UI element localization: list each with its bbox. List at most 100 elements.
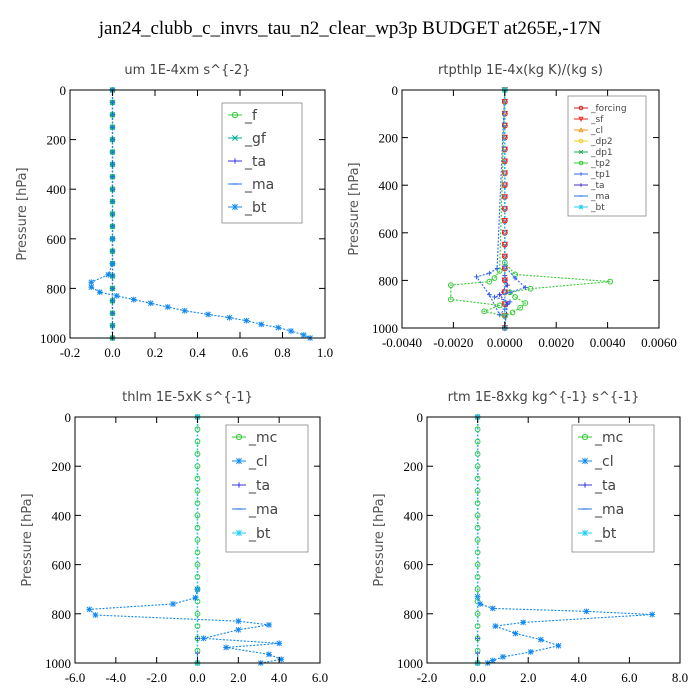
x-tick-label: 2.0 xyxy=(520,670,536,685)
data-point xyxy=(491,275,498,281)
y-tick-label: 0 xyxy=(60,83,67,98)
legend-marker xyxy=(578,160,584,166)
legend-marker xyxy=(582,482,588,488)
legend-entry: _bt xyxy=(228,200,267,216)
panel-title: rtm 1E-8xkg kg^{-1} s^{-1} xyxy=(448,390,640,405)
legend-label: _bt xyxy=(248,526,271,542)
data-point xyxy=(537,636,544,643)
data-point xyxy=(504,282,510,288)
legend-marker xyxy=(231,203,239,211)
x-tick-label: 0.0 xyxy=(189,670,205,685)
legend-label: _mc xyxy=(594,430,623,446)
legend-label: _f xyxy=(244,108,258,124)
data-point xyxy=(130,296,137,303)
legend-label: _tp2 xyxy=(590,159,610,169)
x-tick-label: 0.6 xyxy=(232,345,249,360)
chart-panel-4: rtm 1E-8xkg kg^{-1} s^{-1} -2.0 0.0 2.0 4.0 6… xyxy=(372,390,688,685)
legend: _f _gf _ta _ma _bt xyxy=(221,102,303,224)
x-tick-label: 2.0 xyxy=(230,670,246,685)
data-point xyxy=(86,606,93,613)
x-tick-label: 6.0 xyxy=(621,670,637,685)
data-point xyxy=(649,611,656,618)
data-point xyxy=(447,296,454,303)
x-tick-label: -2.0 xyxy=(146,670,167,685)
x-tick-label: -6.0 xyxy=(65,670,86,685)
x-tick-label: 1.0 xyxy=(317,345,333,360)
legend-label: _ta xyxy=(244,154,266,170)
legend-label: _ma xyxy=(594,502,624,518)
data-point xyxy=(276,640,283,647)
data-point xyxy=(258,321,265,328)
x-tick-label: 0.0 xyxy=(104,345,120,360)
data-point xyxy=(512,630,519,637)
x-tick-label: 0.4 xyxy=(189,345,206,360)
legend-label: _forcing xyxy=(590,104,627,114)
y-tick-label: 400 xyxy=(47,182,67,197)
data-point xyxy=(509,309,516,316)
chart-panel-2: rtpthlp 1E-4x(kg K)/(kg s) -0.0040 -0.0020… xyxy=(347,63,677,350)
panel-title: thlm 1E-5xK s^{-1} xyxy=(122,390,253,405)
legend-marker xyxy=(232,158,238,164)
legend-marker xyxy=(581,457,589,465)
legend-label: _gf xyxy=(244,131,267,147)
legend-marker xyxy=(235,433,243,441)
x-tick-label: -0.0020 xyxy=(433,335,473,350)
legend-entry: _mc xyxy=(232,430,277,446)
x-tick-label: 8.0 xyxy=(672,670,688,685)
series-tp2 xyxy=(447,87,614,320)
legend-label: _cl xyxy=(590,126,603,136)
legend-label: _bt xyxy=(594,526,617,542)
legend-label: _mc xyxy=(248,430,277,446)
data-point xyxy=(266,621,272,628)
data-point xyxy=(500,653,506,660)
legend-marker xyxy=(578,105,584,111)
legend-box xyxy=(225,424,309,553)
x-tick-label: 0.0 xyxy=(469,670,485,685)
y-tick-label: 0 xyxy=(65,410,72,425)
data-point xyxy=(517,304,524,311)
y-tick-label: 400 xyxy=(379,178,399,193)
legend-entry: _dp2 xyxy=(574,137,613,147)
legend-entry: _ma xyxy=(228,177,274,193)
data-point xyxy=(527,285,534,292)
data-point xyxy=(501,253,509,261)
data-point xyxy=(489,657,496,664)
data-point xyxy=(474,274,479,280)
data-point xyxy=(512,275,518,281)
legend-label: _cl xyxy=(594,454,614,470)
data-point xyxy=(288,328,294,334)
y-tick-label: 1000 xyxy=(45,656,71,671)
legend-marker xyxy=(578,138,584,144)
x-tick-label: 6.0 xyxy=(312,670,328,685)
y-tick-label: 0 xyxy=(417,410,424,425)
series-line xyxy=(475,89,527,316)
plot-frame xyxy=(426,416,681,664)
x-tick-label: 0.0060 xyxy=(641,335,677,350)
data-point xyxy=(447,282,454,289)
data-point xyxy=(164,304,171,310)
x-tick-label: 4.0 xyxy=(271,670,287,685)
legend-label: _ta xyxy=(248,478,270,494)
data-point xyxy=(583,608,590,615)
y-tick-label: 0 xyxy=(392,83,399,98)
y-tick-label: 600 xyxy=(47,232,67,247)
plot-frame xyxy=(401,89,660,329)
legend: _forcing_sf_cl_dp2_dp1_tp2_tp1_ta_ma_bt xyxy=(567,95,647,217)
data-point xyxy=(492,623,499,629)
data-point xyxy=(113,292,120,299)
data-point xyxy=(300,332,307,338)
x-tick-label: 4.0 xyxy=(571,670,587,685)
data-point xyxy=(205,311,212,318)
data-point xyxy=(496,302,503,309)
legend-label: _ma xyxy=(590,192,610,202)
data-point xyxy=(278,656,285,663)
x-tick-label: 0.8 xyxy=(274,345,290,360)
legend-label: _bt xyxy=(244,200,267,216)
y-tick-label: 1000 xyxy=(397,656,423,671)
legend-entry: _ma xyxy=(574,192,610,202)
legend-marker xyxy=(578,116,584,122)
legend-marker xyxy=(235,457,243,465)
data-point xyxy=(266,651,272,658)
panel-title: rtpthlp 1E-4x(kg K)/(kg s) xyxy=(438,63,603,78)
